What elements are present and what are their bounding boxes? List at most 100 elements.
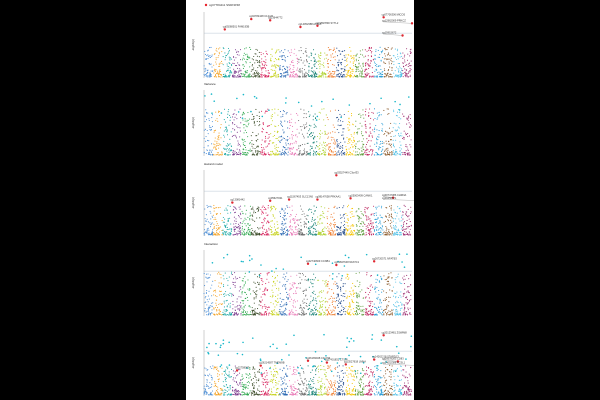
point (408, 71, 410, 73)
point (398, 71, 400, 73)
point (279, 140, 281, 142)
point (242, 124, 245, 126)
point (270, 76, 272, 78)
point (334, 141, 336, 143)
point (387, 219, 389, 221)
point (289, 300, 291, 303)
point (376, 72, 378, 74)
point (331, 139, 333, 141)
point (397, 58, 399, 60)
point (344, 153, 346, 155)
point (368, 49, 370, 51)
point (322, 147, 324, 149)
point (303, 153, 305, 155)
point (409, 144, 411, 146)
point (391, 76, 393, 78)
point (305, 71, 307, 73)
point (218, 271, 220, 273)
point (319, 291, 321, 293)
point (275, 233, 277, 235)
point (353, 57, 355, 59)
point (268, 312, 270, 314)
point (283, 299, 285, 301)
point (408, 122, 410, 124)
point (366, 68, 368, 70)
point (318, 76, 320, 78)
significant-point (394, 100, 396, 103)
point (310, 301, 312, 303)
point (365, 62, 367, 64)
point (280, 50, 283, 52)
point (404, 54, 406, 56)
point (403, 65, 405, 67)
point (324, 152, 326, 154)
point (380, 60, 382, 62)
point (291, 153, 293, 155)
point (343, 229, 345, 231)
point (274, 154, 276, 156)
point (234, 306, 236, 308)
point (354, 230, 356, 232)
point (260, 300, 262, 302)
point (288, 122, 291, 124)
point (285, 72, 287, 74)
point (232, 116, 234, 118)
point (333, 64, 335, 66)
point (284, 227, 286, 229)
point (285, 218, 287, 220)
point (317, 233, 319, 235)
point (376, 129, 378, 131)
point (400, 76, 402, 78)
point (268, 227, 270, 229)
point (255, 295, 257, 297)
point (339, 50, 341, 52)
point (302, 76, 304, 78)
point (353, 141, 356, 143)
point (226, 154, 228, 156)
point (255, 286, 257, 288)
point (206, 228, 208, 230)
point (303, 289, 305, 292)
point (213, 204, 215, 206)
point (331, 74, 333, 76)
point (251, 227, 253, 230)
point (318, 57, 320, 59)
point (246, 153, 248, 155)
point (218, 234, 220, 236)
point (274, 63, 276, 66)
point (261, 71, 263, 73)
point (292, 218, 295, 220)
point (387, 212, 389, 214)
point (261, 234, 263, 236)
point (265, 229, 267, 231)
point (208, 233, 210, 235)
point (345, 213, 347, 215)
highlight-1: cg02782448 C12orf1 (249, 14, 274, 21)
point (311, 71, 314, 73)
point (229, 75, 231, 77)
point (276, 59, 278, 61)
point (383, 109, 385, 112)
point (334, 226, 336, 228)
point (294, 122, 296, 124)
point (331, 311, 333, 313)
point (233, 119, 235, 121)
point (362, 153, 364, 155)
point (293, 299, 296, 301)
highlight-label: cg09456571 (382, 196, 397, 200)
point (244, 129, 246, 131)
point (314, 152, 316, 154)
point (308, 134, 311, 136)
point (261, 152, 263, 154)
point (410, 60, 412, 62)
point (389, 75, 391, 78)
point (221, 234, 223, 236)
point (271, 114, 273, 116)
point (238, 143, 240, 146)
point (362, 225, 364, 227)
point (232, 209, 234, 211)
point (255, 74, 257, 77)
point (312, 150, 315, 152)
point (406, 226, 408, 228)
point (385, 148, 387, 150)
